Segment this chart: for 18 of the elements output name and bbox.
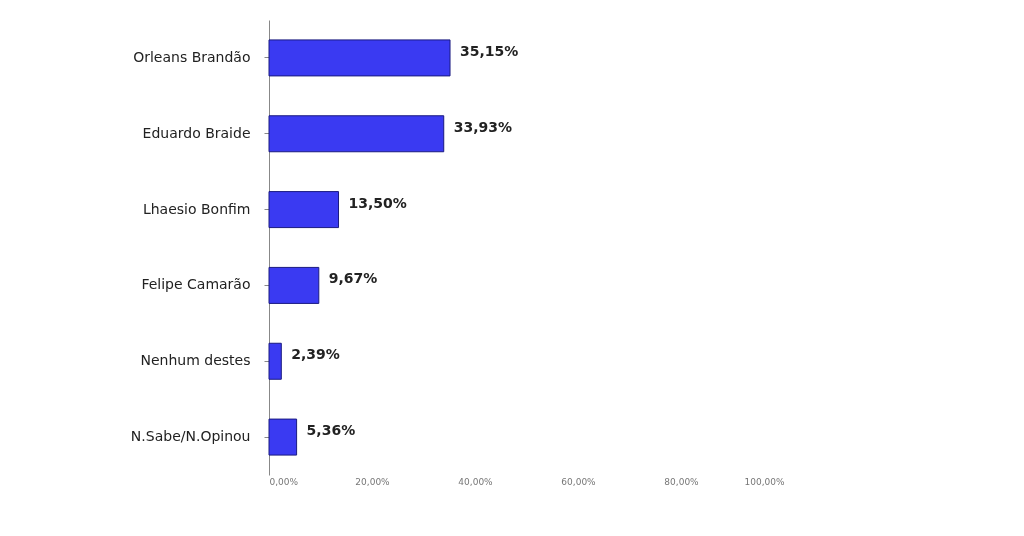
x-tick-label: 80,00% bbox=[664, 476, 700, 487]
x-tick-label: 0,00% bbox=[269, 476, 299, 487]
x-tick-label: 20,00% bbox=[355, 476, 391, 487]
y-tick-label: Eduardo Braide bbox=[142, 124, 251, 141]
data-label: 33,93% bbox=[453, 118, 513, 135]
x-tick-label: 100,00% bbox=[744, 476, 785, 487]
y-tick-label: Lhaesio Bonfim bbox=[142, 200, 251, 217]
x-tick-label: 60,00% bbox=[561, 476, 597, 487]
x-tick-label: 40,00% bbox=[458, 476, 494, 487]
data-label: 9,67% bbox=[328, 270, 378, 287]
data-label: 35,15% bbox=[460, 42, 519, 59]
data-label: 2,39% bbox=[291, 346, 340, 363]
y-tick-label: Felipe Camarão bbox=[141, 276, 251, 293]
data-label: 13,50% bbox=[348, 194, 407, 211]
y-tick-label: Nenhum destes bbox=[140, 352, 251, 369]
data-label: 5,36% bbox=[306, 422, 356, 439]
y-tick-label: N.Sabe/N.Opinou bbox=[130, 428, 251, 445]
y-tick-label: Orleans Brandão bbox=[133, 48, 251, 65]
